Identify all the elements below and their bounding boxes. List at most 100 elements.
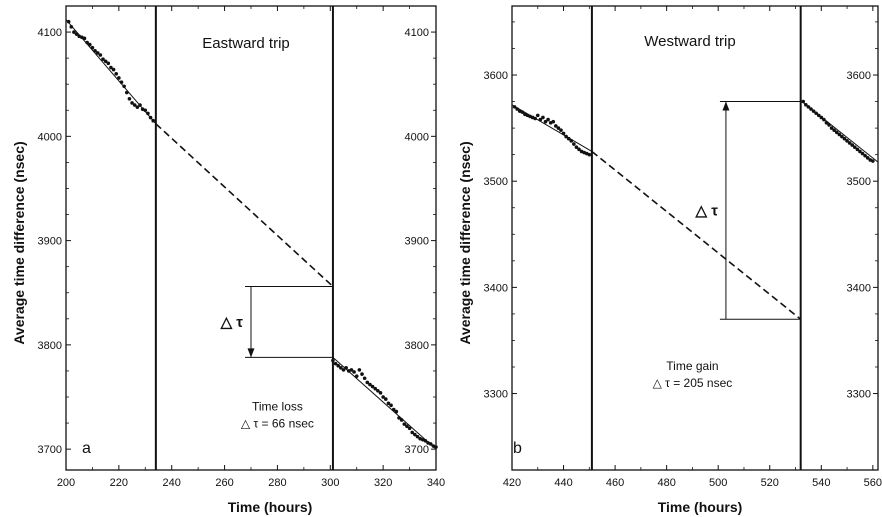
panel-b-data-point-after bbox=[829, 126, 834, 130]
panel-a-data-point-after bbox=[370, 384, 375, 389]
panel-a-data-point-before bbox=[90, 45, 95, 50]
panel-a-data-point-after bbox=[354, 374, 359, 378]
panel-b-data-point-after bbox=[871, 159, 875, 163]
panel-a-y-tick-label-right: 4100 bbox=[405, 27, 429, 39]
panel-a-data-point-before bbox=[95, 51, 100, 55]
panel-b-data-point-after bbox=[865, 156, 870, 160]
panel-a-x-axis-label: Time (hours) bbox=[228, 499, 313, 515]
panel-b-data-point-before bbox=[520, 110, 525, 114]
panel-a-data-point-before bbox=[66, 19, 71, 24]
panel-b-data-point-after bbox=[863, 153, 867, 158]
panel-b-data-point-after bbox=[804, 102, 808, 107]
panel-a-data-point-after bbox=[373, 386, 378, 391]
panel-b-y-axis-label: Average time difference (nsec) bbox=[457, 141, 473, 344]
panel-a-data-point-before bbox=[117, 76, 121, 80]
panel-a-x-tick-label: 280 bbox=[268, 477, 286, 489]
panel-a-y-tick-label: 3800 bbox=[38, 340, 62, 352]
panel-a-data-point-before bbox=[122, 84, 126, 89]
panel-b-y-tick-label: 3300 bbox=[484, 389, 508, 401]
panel-b-data-point-after bbox=[806, 105, 811, 109]
panel-a-x-tick-label: 340 bbox=[427, 477, 445, 489]
panel-b-y-tick-label-right: 3500 bbox=[847, 176, 871, 188]
panel-b-data-point-after bbox=[845, 139, 849, 143]
panel-b-data-point-after bbox=[822, 117, 826, 122]
panel-a-x-tick-label: 240 bbox=[163, 477, 181, 489]
panel-b-extrapolation-line bbox=[591, 150, 802, 320]
panel-a-data-point-after bbox=[405, 424, 409, 429]
panel-b-data-point-before bbox=[587, 152, 592, 157]
panel-a-data-point-after bbox=[333, 361, 338, 366]
panel-a-data-point-after bbox=[331, 358, 335, 363]
panel-a-data-point-before bbox=[130, 101, 134, 105]
panel-b-data-point-after bbox=[834, 130, 839, 135]
panel-b-data-point-before bbox=[543, 119, 548, 124]
panel-b-data-point-before bbox=[512, 105, 517, 109]
panel-a-data-point-after bbox=[349, 368, 354, 372]
panel-a-data-point-before bbox=[103, 59, 108, 64]
panel-a-data-point-before bbox=[74, 32, 79, 36]
panel-a-y-tick-label: 3900 bbox=[38, 236, 62, 248]
panel-a-annotation-time-loss: Time loss bbox=[252, 400, 303, 414]
panel-a-data-point-after bbox=[383, 397, 388, 401]
panel-b-x-axis-label: Time (hours) bbox=[658, 499, 743, 515]
panel-a-marks: 200 220 240 260 280 300 320 340 3700 3700 3800 3800… bbox=[38, 5, 445, 489]
panel-b-data-point-before bbox=[554, 124, 558, 128]
panel-b-y-tick-label-right: 3300 bbox=[847, 389, 871, 401]
panel-a-data-point-before bbox=[93, 49, 97, 53]
panel-a-x-tick-label: 260 bbox=[215, 477, 233, 489]
panel-b-delta-tau-label: △ τ bbox=[695, 202, 719, 219]
panel-a-data-point-before bbox=[148, 115, 153, 120]
panel-a-delta-arrow-head bbox=[247, 348, 255, 358]
panel-b-data-point-after bbox=[811, 109, 816, 113]
panel-b-data-point-before bbox=[535, 113, 540, 118]
panel-a-data-point-before bbox=[127, 97, 132, 101]
panel-a-data-point-after bbox=[397, 416, 401, 420]
panel-a-data-point-after bbox=[360, 372, 364, 376]
panel-b-y-tick-label-right: 3600 bbox=[847, 70, 871, 82]
panel-a-data-point-before bbox=[151, 118, 156, 123]
panel-a-data-point-before bbox=[82, 36, 87, 41]
panel-a-data-point-after bbox=[402, 422, 407, 426]
panel-a-data-point-after bbox=[434, 445, 438, 449]
panel-b-data-point-after bbox=[858, 149, 862, 154]
panel-b-data-point-after bbox=[816, 113, 821, 118]
panel-a-data-point-before bbox=[106, 61, 111, 66]
panel-a-data-point-after bbox=[423, 439, 428, 443]
panel-a-data-point-before bbox=[85, 40, 89, 45]
panel-b-x-tick-label: 440 bbox=[554, 477, 572, 489]
panel-b-marks: 420 440 460 480 500 520 540 560 3300 3300 3400 3400… bbox=[484, 5, 882, 489]
panel-a-data-point-before bbox=[114, 71, 119, 76]
panel-b-annotation-delta-value: △ τ = 205 nsec bbox=[653, 376, 733, 390]
panel-b-data-point-after bbox=[847, 141, 852, 145]
panel-b-data-point-before bbox=[564, 134, 568, 139]
panel-a-data-point-after bbox=[381, 395, 385, 399]
panel-b-x-tick-label: 420 bbox=[503, 477, 521, 489]
panel-a-annotation-delta-value: △ τ = 66 nsec bbox=[241, 417, 314, 431]
panel-b-data-point-before bbox=[561, 131, 566, 136]
panel-a-x-tick-label: 320 bbox=[374, 477, 392, 489]
panel-a-data-point-after bbox=[428, 442, 433, 446]
panel-a-data-point-before bbox=[143, 108, 148, 113]
panel-a-data-point-after bbox=[365, 380, 370, 385]
panel-a-data-point-before bbox=[119, 80, 124, 84]
panel-b-data-point-before bbox=[546, 117, 550, 122]
panel-a-letter: a bbox=[82, 440, 91, 457]
panel-a-data-point-before bbox=[124, 90, 129, 95]
panel-a-y-tick-label: 4000 bbox=[38, 131, 62, 143]
panel-a-data-point-after bbox=[407, 426, 412, 431]
panel-a-data-point-after bbox=[362, 376, 367, 381]
panel-a-data-point-after bbox=[336, 363, 341, 368]
panel-b-data-point-before bbox=[569, 139, 574, 143]
panel-a-data-point-before bbox=[146, 111, 150, 116]
panel-a-data-point-after bbox=[410, 430, 415, 435]
panel-b-data-point-before bbox=[556, 126, 561, 130]
panel-b-data-point-before bbox=[572, 142, 576, 146]
panel-a-y-tick-label: 4100 bbox=[38, 27, 62, 39]
panel-a-data-point-after bbox=[344, 366, 348, 370]
panel-b-x-tick-label: 560 bbox=[864, 477, 882, 489]
panel-b-data-point-after bbox=[860, 151, 865, 156]
panel-a-data-point-before bbox=[87, 42, 92, 47]
panel-b-data-point-after bbox=[853, 145, 857, 150]
panel-b-title: Westward trip bbox=[644, 33, 735, 50]
